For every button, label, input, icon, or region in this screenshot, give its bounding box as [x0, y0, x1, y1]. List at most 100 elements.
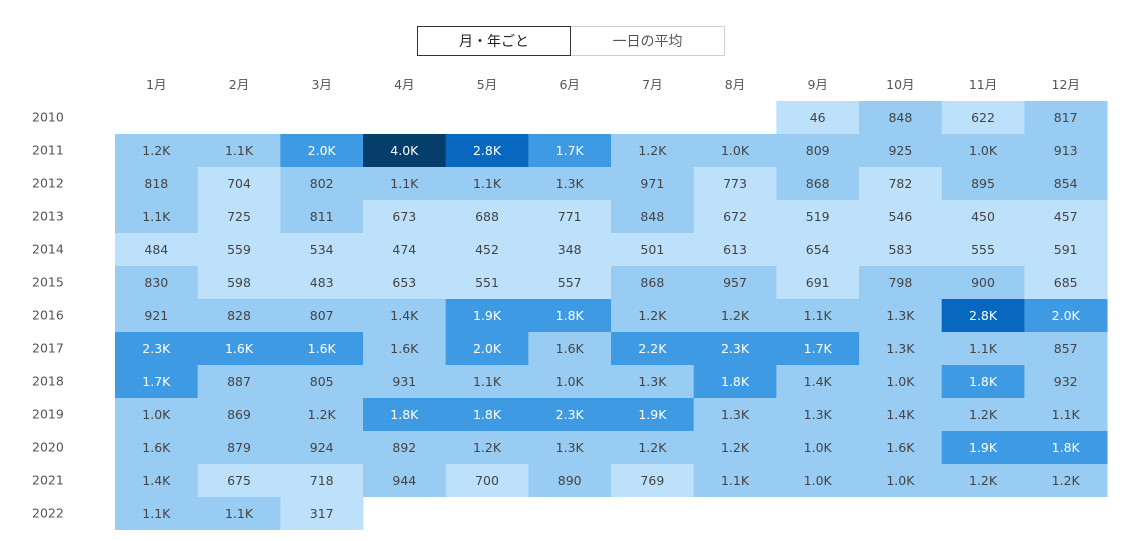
heatmap-cell[interactable] [611, 266, 695, 299]
heatmap-cell[interactable] [280, 200, 364, 233]
heatmap-cell[interactable] [611, 365, 695, 398]
heatmap-cell[interactable] [197, 233, 281, 266]
heatmap-cell[interactable] [115, 266, 199, 299]
heatmap-cell[interactable] [776, 332, 860, 365]
heatmap-cell[interactable] [941, 200, 1025, 233]
heatmap-cell[interactable] [611, 200, 695, 233]
heatmap-cell[interactable] [693, 398, 777, 431]
heatmap-cell[interactable] [115, 497, 199, 530]
heatmap-cell[interactable] [280, 431, 364, 464]
heatmap-cell[interactable] [445, 398, 529, 431]
heatmap-cell[interactable] [363, 233, 447, 266]
heatmap-cell[interactable] [363, 167, 447, 200]
heatmap-cell[interactable] [859, 299, 943, 332]
heatmap-cell[interactable] [693, 266, 777, 299]
heatmap-cell[interactable] [693, 299, 777, 332]
heatmap-cell[interactable] [197, 464, 281, 497]
heatmap-cell[interactable] [859, 200, 943, 233]
heatmap-cell[interactable] [1024, 332, 1108, 365]
heatmap-cell[interactable] [363, 266, 447, 299]
heatmap-cell[interactable] [776, 101, 860, 134]
heatmap-cell[interactable] [280, 167, 364, 200]
heatmap-cell[interactable] [528, 134, 612, 167]
heatmap-cell[interactable] [776, 398, 860, 431]
heatmap-cell[interactable] [528, 233, 612, 266]
heatmap-cell[interactable] [941, 167, 1025, 200]
heatmap-cell[interactable] [115, 200, 199, 233]
heatmap-cell[interactable] [693, 332, 777, 365]
heatmap-cell[interactable] [941, 365, 1025, 398]
heatmap-cell[interactable] [197, 167, 281, 200]
heatmap-cell[interactable] [363, 299, 447, 332]
heatmap-cell[interactable] [859, 332, 943, 365]
heatmap-cell[interactable] [859, 233, 943, 266]
heatmap-cell[interactable] [528, 167, 612, 200]
heatmap-cell[interactable] [611, 332, 695, 365]
heatmap-cell[interactable] [941, 398, 1025, 431]
monthly-yearly-toggle-button[interactable]: 月・年ごと [417, 26, 571, 56]
heatmap-cell[interactable] [445, 332, 529, 365]
heatmap-cell[interactable] [445, 134, 529, 167]
heatmap-cell[interactable] [859, 167, 943, 200]
heatmap-cell[interactable] [280, 365, 364, 398]
heatmap-cell[interactable] [776, 167, 860, 200]
heatmap-cell[interactable] [693, 233, 777, 266]
heatmap-cell[interactable] [611, 464, 695, 497]
heatmap-cell[interactable] [941, 431, 1025, 464]
heatmap-cell[interactable] [528, 332, 612, 365]
heatmap-cell[interactable] [1024, 200, 1108, 233]
heatmap-cell[interactable] [776, 464, 860, 497]
heatmap-cell[interactable] [445, 200, 529, 233]
heatmap-cell[interactable] [445, 167, 529, 200]
heatmap-cell[interactable] [197, 365, 281, 398]
heatmap-cell[interactable] [776, 233, 860, 266]
heatmap-cell[interactable] [280, 464, 364, 497]
heatmap-cell[interactable] [941, 332, 1025, 365]
heatmap-cell[interactable] [776, 299, 860, 332]
heatmap-cell[interactable] [445, 464, 529, 497]
heatmap-cell[interactable] [445, 365, 529, 398]
heatmap-cell[interactable] [528, 398, 612, 431]
heatmap-cell[interactable] [363, 431, 447, 464]
heatmap-cell[interactable] [1024, 398, 1108, 431]
heatmap-cell[interactable] [941, 134, 1025, 167]
heatmap-cell[interactable] [859, 398, 943, 431]
heatmap-cell[interactable] [280, 134, 364, 167]
heatmap-cell[interactable] [197, 332, 281, 365]
heatmap-cell[interactable] [445, 266, 529, 299]
heatmap-cell[interactable] [115, 431, 199, 464]
heatmap-cell[interactable] [1024, 266, 1108, 299]
heatmap-cell[interactable] [859, 266, 943, 299]
heatmap-cell[interactable] [115, 299, 199, 332]
heatmap-cell[interactable] [280, 266, 364, 299]
heatmap-cell[interactable] [693, 431, 777, 464]
heatmap-cell[interactable] [611, 398, 695, 431]
heatmap-cell[interactable] [197, 134, 281, 167]
heatmap-cell[interactable] [859, 431, 943, 464]
heatmap-cell[interactable] [528, 266, 612, 299]
heatmap-cell[interactable] [1024, 134, 1108, 167]
heatmap-cell[interactable] [611, 134, 695, 167]
heatmap-cell[interactable] [611, 431, 695, 464]
heatmap-cell[interactable] [693, 167, 777, 200]
heatmap-cell[interactable] [941, 299, 1025, 332]
heatmap-cell[interactable] [776, 200, 860, 233]
heatmap-cell[interactable] [941, 464, 1025, 497]
heatmap-cell[interactable] [693, 200, 777, 233]
heatmap-cell[interactable] [280, 497, 364, 530]
heatmap-cell[interactable] [197, 497, 281, 530]
heatmap-cell[interactable] [115, 332, 199, 365]
heatmap-cell[interactable] [776, 431, 860, 464]
heatmap-cell[interactable] [611, 167, 695, 200]
heatmap-cell[interactable] [859, 464, 943, 497]
heatmap-cell[interactable] [1024, 233, 1108, 266]
heatmap-cell[interactable] [445, 299, 529, 332]
heatmap-cell[interactable] [941, 233, 1025, 266]
heatmap-cell[interactable] [280, 332, 364, 365]
heatmap-cell[interactable] [859, 134, 943, 167]
daily-average-toggle-button[interactable]: 一日の平均 [570, 26, 725, 56]
heatmap-cell[interactable] [363, 134, 447, 167]
heatmap-cell[interactable] [363, 464, 447, 497]
heatmap-cell[interactable] [776, 134, 860, 167]
heatmap-cell[interactable] [115, 398, 199, 431]
